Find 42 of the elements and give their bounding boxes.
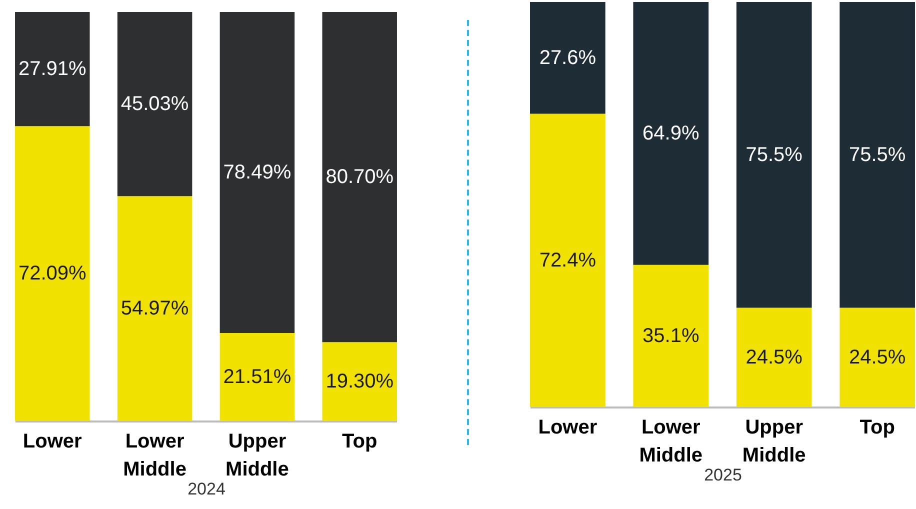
- bar: [15, 12, 90, 126]
- data-label: 45.03%: [120, 93, 189, 116]
- bar: [220, 12, 295, 334]
- bar: [736, 308, 812, 407]
- x-tick-label: Upper Middle: [742, 416, 806, 466]
- data-label: 75.5%: [848, 144, 906, 166]
- data-label: 78.49%: [223, 162, 292, 184]
- x-tick-label: Top: [860, 416, 895, 438]
- bar: [633, 264, 709, 407]
- data-label: 54.97%: [120, 298, 189, 320]
- bar: [530, 2, 606, 114]
- data-label: 21.51%: [223, 366, 292, 388]
- bar: [220, 333, 295, 421]
- x-tick-label: Lower Middle: [639, 416, 703, 466]
- bar: [117, 12, 192, 196]
- bar: [736, 2, 812, 308]
- data-label: 64.9%: [642, 122, 700, 144]
- x-axis-title: 2024: [188, 480, 226, 498]
- data-label: 24.5%: [848, 346, 906, 368]
- data-label: 80.70%: [326, 166, 394, 188]
- data-label: 72.4%: [539, 249, 596, 272]
- bar: [840, 2, 915, 308]
- bar: [15, 126, 90, 421]
- data-label: 24.5%: [746, 346, 803, 368]
- bar: [840, 308, 915, 407]
- x-tick-label: Lower Middle: [123, 430, 186, 480]
- data-label: 27.6%: [539, 46, 596, 69]
- data-label: 27.91%: [18, 58, 87, 80]
- data-label: 19.30%: [326, 370, 394, 393]
- x-tick-label: Upper Middle: [226, 430, 289, 480]
- x-axis-title: 2025: [704, 466, 742, 484]
- x-tick-label: Top: [342, 430, 378, 452]
- bar: [117, 196, 192, 421]
- bar: [530, 114, 606, 407]
- data-label: 35.1%: [642, 324, 700, 347]
- data-label: 72.09%: [18, 262, 87, 285]
- x-tick-label: Lower: [22, 430, 82, 452]
- bar: [633, 2, 709, 265]
- x-tick-label: Lower: [538, 416, 598, 438]
- data-label: 75.5%: [746, 144, 803, 166]
- bar: [322, 342, 397, 421]
- bar: [322, 12, 397, 342]
